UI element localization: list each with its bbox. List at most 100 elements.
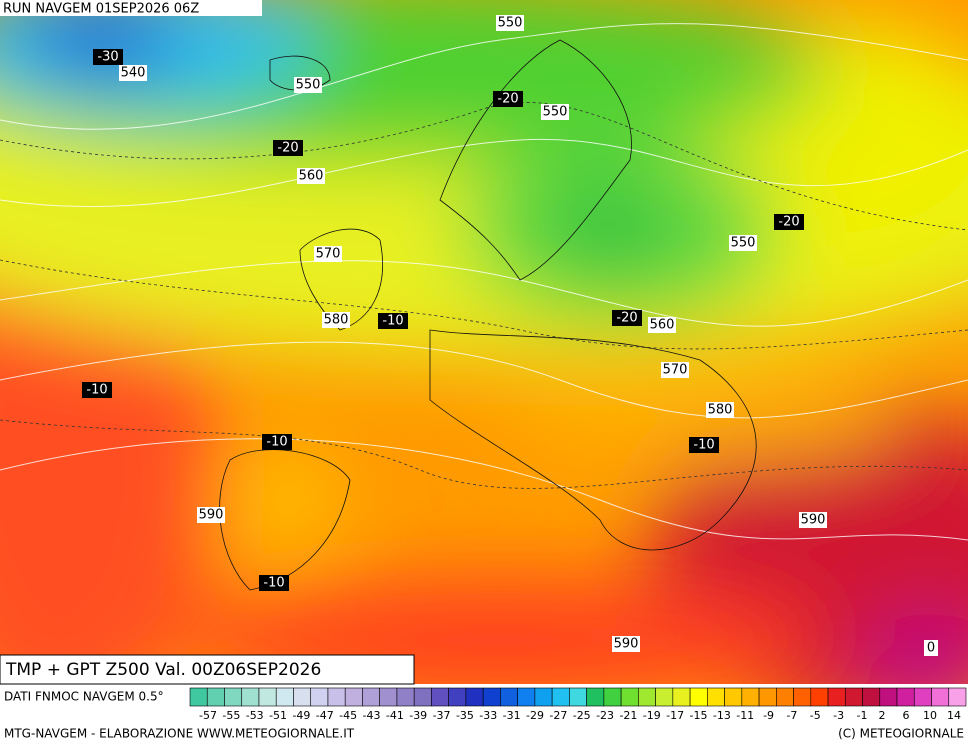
colorbar-label: -33 [479, 709, 497, 722]
colorbar-swatch [672, 687, 691, 707]
temperature-label: -10 [263, 576, 284, 591]
colorbar-swatch [206, 687, 225, 707]
colorbar-swatch [482, 687, 501, 707]
colorbar-swatch [603, 687, 622, 707]
run-label: RUN NAVGEM 01SEP2026 06Z [3, 2, 199, 17]
colorbar-swatch [758, 687, 777, 707]
height-label: 540 [121, 66, 146, 81]
colorbar-label: -19 [643, 709, 661, 722]
temperature-label-bg [82, 382, 112, 398]
height-label: 560 [299, 169, 324, 184]
colorbar-label: -31 [503, 709, 521, 722]
height-label-bg [197, 507, 225, 523]
footer-right: (C) METEOGIORNALE [838, 727, 964, 741]
height-label: 580 [708, 403, 733, 418]
colorbar-label: -5 [810, 709, 821, 722]
colorbar-swatch [913, 687, 932, 707]
colorbar-swatch [293, 687, 312, 707]
temperature-label: -10 [693, 438, 714, 453]
colorbar-label: -9 [763, 709, 774, 722]
temperature-label: -20 [277, 141, 298, 156]
temperature-label-bg [689, 437, 719, 453]
height-label: 570 [663, 363, 688, 378]
colorbar-label: -57 [199, 709, 217, 722]
colorbar-swatch [638, 687, 656, 707]
colorbar-swatch [534, 687, 553, 707]
colorbar-swatch [620, 687, 639, 707]
colorbar-label: -41 [386, 709, 404, 722]
height-label: 550 [296, 78, 321, 93]
height-label: 550 [731, 236, 756, 251]
colorbar-label: 10 [923, 709, 937, 722]
colorbar-label: -47 [316, 709, 334, 722]
height-label: 550 [498, 16, 523, 31]
colorbar-label: -53 [246, 709, 264, 722]
colorbar-label: -49 [292, 709, 310, 722]
colorbar-label: -11 [736, 709, 754, 722]
temperature-label-bg [273, 140, 303, 156]
height-label-bg [661, 362, 689, 378]
colorbar-label: 2 [879, 709, 886, 722]
temperature-label-bg [259, 575, 289, 591]
colorbar-swatch [776, 687, 794, 707]
colorbar-swatch [500, 687, 518, 707]
colorbar-swatch [741, 687, 760, 707]
colorbar-label: -7 [786, 709, 797, 722]
colorbar-swatch [275, 687, 294, 707]
height-label-bg [612, 636, 640, 652]
height-label-bg [119, 65, 147, 81]
colorbar-swatch [258, 687, 277, 707]
height-label: 590 [801, 513, 826, 528]
height-label: 590 [614, 637, 639, 652]
temperature-label-bg [262, 434, 292, 450]
temperature-label: -20 [616, 311, 637, 326]
colorbar-swatch [448, 687, 467, 707]
header-box [0, 0, 262, 16]
colorbar-swatch [431, 687, 449, 707]
height-label-bg [322, 312, 350, 328]
colorbar-label: -43 [363, 709, 381, 722]
colorbar-swatch [724, 687, 743, 707]
colorbar-swatch [844, 687, 863, 707]
colorbar-swatch [655, 687, 674, 707]
colorbar-label: -51 [269, 709, 287, 722]
colorbar-label: -45 [339, 709, 357, 722]
colorbar-swatch [862, 687, 881, 707]
colorbar-label: -29 [526, 709, 544, 722]
colorbar-swatch [879, 687, 898, 707]
colorbar-label: -39 [409, 709, 427, 722]
temperature-label-bg [378, 313, 408, 329]
colorbar-swatch [896, 687, 915, 707]
colorbar-swatch [327, 687, 346, 707]
temperature-label-bg [612, 310, 642, 326]
colorbar-swatch [189, 687, 208, 707]
height-label: 560 [650, 318, 675, 333]
colorbar-label: -25 [573, 709, 591, 722]
height-label-bg [648, 317, 676, 333]
temperature-label-bg [493, 91, 523, 107]
height-label-bg [706, 402, 734, 418]
height-label-bg [729, 235, 757, 251]
colorbar-swatch [551, 687, 570, 707]
height-label-bg [496, 15, 524, 31]
colorbar-label: -23 [596, 709, 614, 722]
colorbar-swatch [569, 687, 587, 707]
colorbar-swatch [810, 687, 829, 707]
temperature-label: -20 [778, 215, 799, 230]
temperature-label: -30 [97, 50, 118, 65]
colorbar-label: 6 [903, 709, 910, 722]
colorbar-label: -1 [857, 709, 868, 722]
temperature-label-bg [93, 49, 123, 65]
colorbar-swatch [465, 687, 484, 707]
colorbar-swatch [413, 687, 432, 707]
colorbar-label: -27 [549, 709, 567, 722]
colorbar-swatch [707, 687, 725, 707]
height-label: 570 [316, 247, 341, 262]
colorbar-swatch [241, 687, 260, 707]
colorbar-label: -15 [690, 709, 708, 722]
colorbar-label: -55 [222, 709, 240, 722]
colorbar-swatch [517, 687, 536, 707]
temperature-label: -10 [382, 314, 403, 329]
colorbar-swatch [310, 687, 329, 707]
